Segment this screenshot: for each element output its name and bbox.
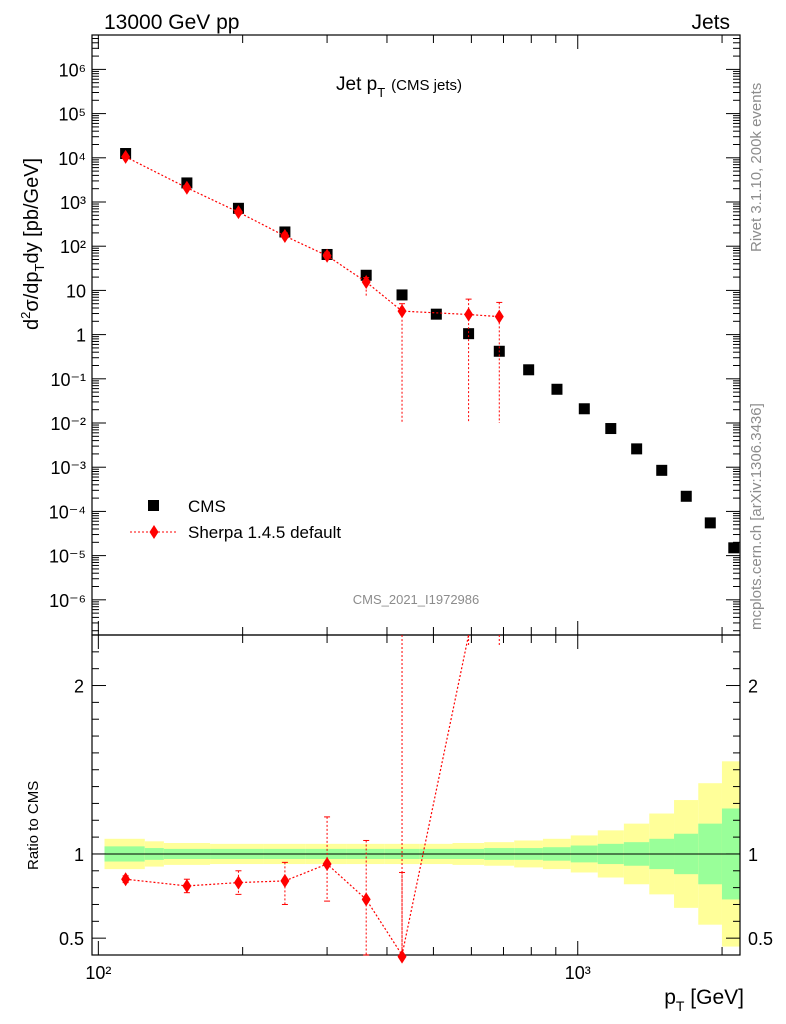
header-left: 13000 GeV pp xyxy=(104,11,239,34)
sherpa-point xyxy=(464,307,474,322)
cms-point xyxy=(631,443,643,455)
y-tick-label: 10² xyxy=(60,237,86,257)
cms-point xyxy=(523,364,535,376)
cms-point xyxy=(396,289,408,301)
legend-sherpa-label: Sherpa 1.4.5 default xyxy=(188,523,341,542)
header-right: Jets xyxy=(691,11,730,34)
y-tick-label: 1 xyxy=(76,326,86,346)
legend-cms-marker xyxy=(148,500,159,511)
ratio-sherpa-point xyxy=(322,857,332,872)
sherpa-point xyxy=(494,309,504,324)
ratio-sherpa-point xyxy=(361,892,371,907)
cms-point xyxy=(728,542,740,554)
sherpa-point xyxy=(280,229,290,244)
legend-cms-label: CMS xyxy=(188,497,226,516)
y-tick-label: 10⁴ xyxy=(58,149,86,169)
y-tick-label: 10⁶ xyxy=(59,60,86,80)
ratio-y-label-right: 0.5 xyxy=(748,929,773,949)
y-tick-label: 10 xyxy=(66,281,86,301)
cms-point xyxy=(551,383,563,395)
ratio-y-label: 1 xyxy=(74,845,84,865)
main-title: Jet pT (CMS jets) xyxy=(336,74,462,100)
cms-point xyxy=(463,328,475,340)
ratio-y-label: 0.5 xyxy=(59,929,84,949)
y-tick-label: 10³ xyxy=(60,193,86,213)
ratio-sherpa-point xyxy=(233,875,243,890)
y-tick-label: 10⁻¹ xyxy=(50,370,86,390)
legend-sherpa-marker xyxy=(149,525,159,539)
sherpa-point xyxy=(121,149,131,164)
watermark: CMS_2021_I1972986 xyxy=(353,592,480,607)
cms-point xyxy=(680,490,692,502)
x-axis-label: pT [GeV] xyxy=(664,986,744,1014)
cms-point xyxy=(704,517,716,529)
x-tick-label: 10³ xyxy=(565,963,591,983)
y-axis-label: d2σ/dpTdy [pb/GeV] xyxy=(18,158,47,330)
ratio-frame xyxy=(91,634,741,956)
mcplots-label: mcplots.cern.ch [arXiv:1306.3436] xyxy=(748,403,765,630)
ratio-sherpa-point xyxy=(121,872,131,887)
ratio-sherpa-point xyxy=(182,878,192,893)
main-frame xyxy=(91,34,741,636)
ratio-y-label: Ratio to CMS xyxy=(25,781,42,870)
cms-point xyxy=(605,423,617,435)
ratio-y-label-right: 2 xyxy=(748,677,758,697)
y-tick-label: 10⁻² xyxy=(50,414,86,434)
sherpa-point xyxy=(361,274,371,289)
cms-point xyxy=(656,464,668,476)
sherpa-point xyxy=(182,180,192,195)
sherpa-point xyxy=(322,248,332,263)
cms-point xyxy=(430,308,442,320)
ratio-sherpa-line xyxy=(125,634,470,957)
y-tick-label: 10⁻³ xyxy=(50,458,86,478)
cms-point xyxy=(578,403,590,415)
ratio-sherpa-point xyxy=(280,873,290,888)
ratio-y-label: 2 xyxy=(74,677,84,697)
y-tick-label: 10⁵ xyxy=(59,105,86,125)
ratio-y-label-right: 1 xyxy=(748,845,758,865)
rivet-label: Rivet 3.1.10, 200k events xyxy=(748,83,765,252)
y-tick-label: 10⁻⁵ xyxy=(49,547,86,567)
sherpa-point xyxy=(233,205,243,220)
sherpa-point xyxy=(397,304,407,319)
y-tick-label: 10⁻⁴ xyxy=(49,502,86,522)
y-tick-label: 10⁻⁶ xyxy=(49,591,86,611)
ratio-sherpa-point xyxy=(397,949,407,964)
x-tick-label: 10² xyxy=(85,963,111,983)
